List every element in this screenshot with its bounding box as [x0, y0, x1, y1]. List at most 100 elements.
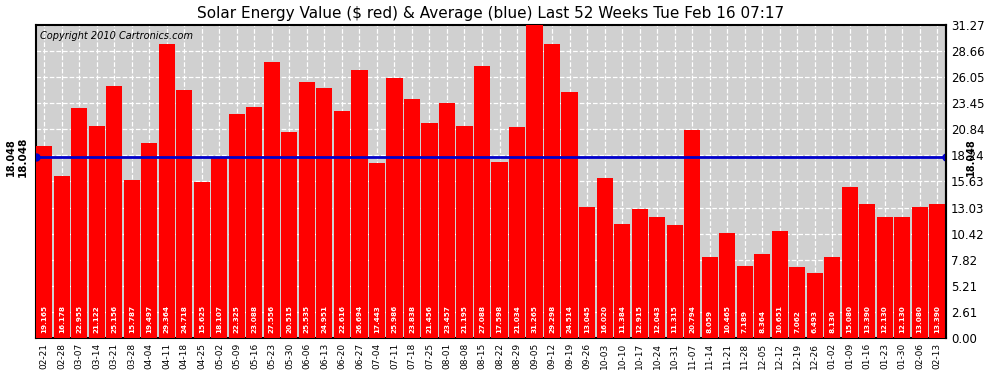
Text: 16.020: 16.020 [602, 306, 608, 333]
Text: 23.838: 23.838 [409, 305, 415, 333]
Text: 11.315: 11.315 [671, 306, 677, 333]
Bar [247, 106, 262, 338]
Text: 11.384: 11.384 [619, 306, 625, 333]
Text: 18.048: 18.048 [18, 137, 29, 177]
Title: Solar Energy Value ($ red) & Average (blue) Last 52 Weeks Tue Feb 16 07:17: Solar Energy Value ($ red) & Average (bl… [197, 6, 784, 21]
Bar [334, 111, 350, 338]
Bar [527, 24, 543, 338]
Bar [684, 130, 700, 338]
Text: 27.088: 27.088 [479, 305, 485, 333]
Text: 24.951: 24.951 [322, 305, 328, 333]
Bar [666, 225, 683, 338]
Bar [176, 90, 192, 338]
Bar [754, 254, 770, 338]
Bar [614, 224, 630, 338]
Bar [53, 176, 70, 338]
Text: 18.048: 18.048 [6, 138, 16, 176]
Text: 17.598: 17.598 [497, 305, 503, 333]
Text: 10.465: 10.465 [724, 305, 730, 333]
Text: 23.457: 23.457 [444, 306, 450, 333]
Text: 16.178: 16.178 [58, 305, 64, 333]
Text: 24.514: 24.514 [566, 306, 572, 333]
Bar [632, 209, 647, 338]
Bar [211, 157, 228, 338]
Text: 17.443: 17.443 [374, 306, 380, 333]
Text: 22.955: 22.955 [76, 305, 82, 333]
Text: 8.130: 8.130 [830, 310, 836, 333]
Text: 23.088: 23.088 [251, 305, 257, 333]
Text: 13.390: 13.390 [935, 306, 940, 333]
Text: 18.048: 18.048 [966, 138, 976, 176]
Bar [369, 163, 385, 338]
Bar [859, 204, 875, 338]
Bar [124, 180, 140, 338]
Text: 25.986: 25.986 [391, 305, 397, 333]
Bar [842, 187, 857, 338]
Bar [789, 267, 805, 338]
Text: 12.915: 12.915 [637, 305, 643, 333]
Bar [702, 258, 718, 338]
Bar [719, 233, 736, 338]
Text: 12.043: 12.043 [654, 306, 660, 333]
Text: 27.556: 27.556 [269, 305, 275, 333]
Text: 25.535: 25.535 [304, 305, 310, 333]
Bar [771, 231, 788, 338]
Bar [474, 66, 490, 338]
Bar [89, 126, 105, 338]
Text: 20.515: 20.515 [286, 305, 292, 333]
Text: 19.165: 19.165 [42, 305, 48, 333]
Bar [422, 123, 438, 338]
Text: 12.130: 12.130 [899, 306, 905, 333]
Bar [737, 266, 752, 338]
Bar [597, 177, 613, 338]
Bar [439, 103, 455, 338]
Bar [807, 273, 823, 338]
Bar [37, 146, 52, 338]
Text: 15.625: 15.625 [199, 305, 205, 333]
Bar [194, 182, 210, 338]
Text: 31.265: 31.265 [532, 305, 538, 333]
Text: 7.062: 7.062 [794, 310, 800, 333]
Text: 13.080: 13.080 [917, 306, 923, 333]
Bar [351, 70, 367, 338]
Bar [404, 99, 420, 338]
Bar [509, 127, 525, 338]
Bar [158, 44, 175, 338]
Text: 19.497: 19.497 [147, 305, 152, 333]
Bar [106, 86, 123, 338]
Text: Copyright 2010 Cartronics.com: Copyright 2010 Cartronics.com [41, 31, 193, 41]
Bar [561, 92, 577, 338]
Text: 21.122: 21.122 [94, 306, 100, 333]
Bar [71, 108, 87, 338]
Text: 6.493: 6.493 [812, 310, 818, 333]
Text: 21.195: 21.195 [461, 305, 467, 333]
Text: 18.107: 18.107 [217, 306, 223, 333]
Bar [894, 217, 910, 338]
Text: 13.390: 13.390 [864, 306, 870, 333]
Bar [912, 207, 928, 338]
Bar [456, 126, 472, 338]
Bar [281, 132, 297, 338]
Text: 15.080: 15.080 [846, 305, 852, 333]
Text: 8.364: 8.364 [759, 310, 765, 333]
Text: 25.156: 25.156 [111, 305, 118, 333]
Bar [264, 62, 280, 338]
Bar [317, 88, 333, 338]
Bar [824, 257, 841, 338]
Text: 20.794: 20.794 [689, 306, 695, 333]
Bar [649, 217, 665, 338]
Bar [579, 207, 595, 338]
Text: 10.651: 10.651 [776, 305, 783, 333]
Text: 7.189: 7.189 [742, 310, 747, 333]
Text: 22.616: 22.616 [339, 305, 345, 333]
Bar [386, 78, 403, 338]
Bar [544, 44, 560, 338]
Text: 29.298: 29.298 [549, 305, 555, 333]
Bar [142, 142, 157, 338]
Text: 24.718: 24.718 [181, 306, 187, 333]
Bar [491, 162, 508, 338]
Bar [930, 204, 945, 338]
Text: 29.364: 29.364 [164, 305, 170, 333]
Text: 21.034: 21.034 [514, 306, 520, 333]
Bar [229, 114, 245, 338]
